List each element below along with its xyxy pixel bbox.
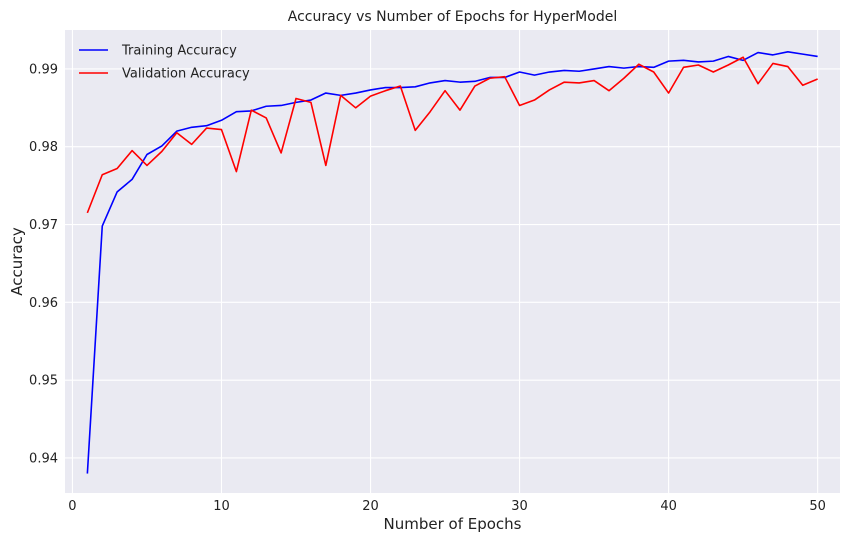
- x-tick-label: 10: [213, 499, 230, 514]
- x-axis-label: Number of Epochs: [384, 515, 522, 533]
- y-axis-label: Accuracy: [8, 227, 26, 296]
- plot-area: [65, 30, 840, 493]
- series-layer: [86, 50, 818, 474]
- tick-labels: 0 10 20 30 40 50 0.94 0.95 0.96 0.97 0.98 0.99: [29, 62, 826, 514]
- y-tick-label: 0.96: [29, 296, 58, 311]
- x-tick-label: 0: [68, 499, 76, 514]
- y-tick-label: 0.99: [29, 62, 58, 77]
- x-tick-label: 50: [809, 499, 826, 514]
- chart-title: Accuracy vs Number of Epochs for HyperMo…: [288, 9, 617, 25]
- legend: Training Accuracy Validation Accuracy: [79, 44, 250, 82]
- legend-label: Training Accuracy: [121, 44, 237, 59]
- grid-lines: [65, 30, 840, 493]
- x-tick-label: 40: [660, 499, 677, 514]
- series-line-training: [86, 50, 818, 474]
- x-tick-label: 30: [511, 499, 528, 514]
- y-tick-label: 0.94: [29, 451, 58, 466]
- y-tick-label: 0.97: [29, 218, 58, 233]
- y-tick-label: 0.98: [29, 140, 58, 155]
- y-tick-label: 0.95: [29, 374, 58, 389]
- series-line-validation: [86, 56, 818, 214]
- x-tick-label: 20: [362, 499, 379, 514]
- legend-label: Validation Accuracy: [122, 67, 250, 82]
